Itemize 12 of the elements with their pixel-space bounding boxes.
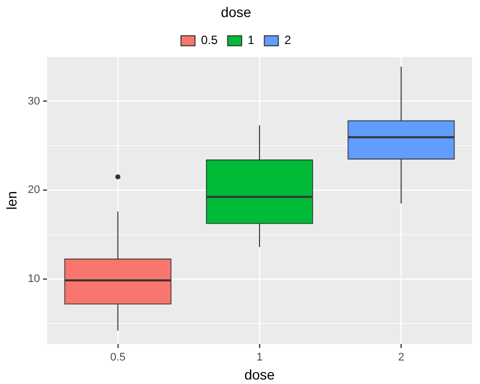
- x-tick-label: 0.5: [110, 352, 126, 364]
- y-axis-title: len: [3, 191, 20, 210]
- y-tick-label: 10: [28, 273, 40, 286]
- y-tick-label: 30: [28, 95, 40, 108]
- legend-label: 1: [248, 33, 255, 48]
- legend-label: 2: [284, 33, 292, 48]
- legend-label: 0.5: [200, 33, 218, 48]
- x-axis-title: dose: [244, 366, 275, 382]
- y-tick-label: 20: [28, 184, 40, 196]
- x-tick-label: 1: [256, 352, 263, 364]
- legend-title: dose: [220, 4, 252, 20]
- x-tick-label: 2: [398, 352, 404, 364]
